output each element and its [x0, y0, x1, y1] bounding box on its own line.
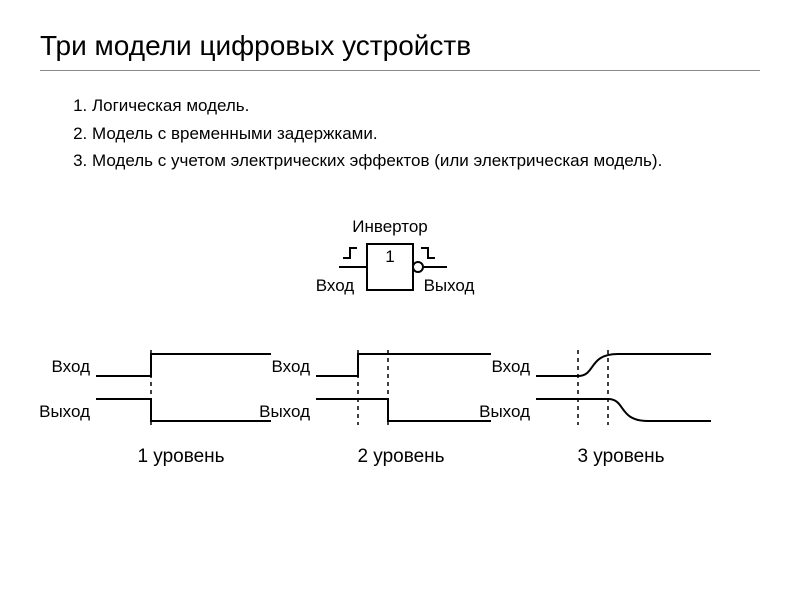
svg-text:1: 1 [385, 247, 394, 266]
list-item: Логическая модель. [92, 93, 760, 119]
svg-text:1 уровень: 1 уровень [137, 446, 224, 467]
svg-text:Вход: Вход [52, 357, 91, 376]
list-item: Модель с временными задержками. [92, 121, 760, 147]
svg-text:Вход: Вход [492, 357, 531, 376]
svg-text:Выход: Выход [40, 402, 90, 421]
list-item: Модель с учетом электрических эффектов (… [92, 148, 760, 174]
svg-text:Выход: Выход [424, 276, 475, 295]
svg-text:Выход: Выход [479, 402, 530, 421]
slide: Три модели цифровых устройств Логическая… [0, 0, 800, 544]
page-title: Три модели цифровых устройств [40, 30, 760, 62]
svg-text:2 уровень: 2 уровень [357, 446, 444, 467]
svg-text:Инвертор: Инвертор [352, 217, 428, 236]
svg-text:Выход: Выход [259, 402, 310, 421]
svg-text:3 уровень: 3 уровень [577, 446, 664, 467]
diagram: Инвертор 1 Вход Выход Вход Выход 1 уровень Вход… [40, 204, 760, 514]
svg-text:Вход: Вход [272, 357, 311, 376]
title-underline [40, 70, 760, 71]
model-list: Логическая модель. Модель с временными з… [40, 93, 760, 174]
svg-text:Вход: Вход [316, 276, 355, 295]
